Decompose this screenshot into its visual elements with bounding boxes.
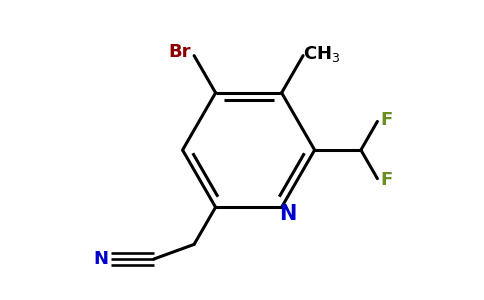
Text: F: F xyxy=(380,111,393,129)
Text: N: N xyxy=(279,205,296,224)
Text: N: N xyxy=(93,250,108,268)
Text: CH$_3$: CH$_3$ xyxy=(302,44,340,64)
Text: F: F xyxy=(380,171,393,189)
Text: Br: Br xyxy=(168,43,191,61)
